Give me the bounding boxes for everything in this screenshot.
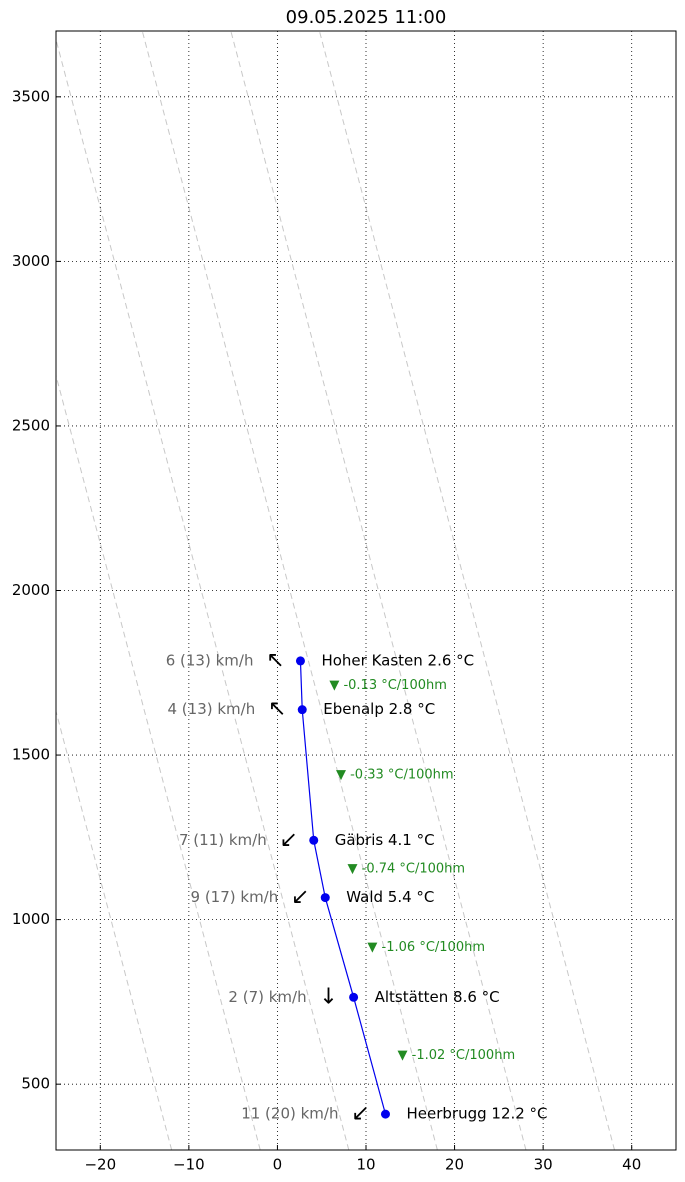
dry-adiabat <box>56 709 173 1150</box>
wind-label: 9 (17) km/h <box>191 888 279 906</box>
lapse-label: ▼ -1.06 °C/100hm <box>367 940 485 955</box>
dry-adiabat <box>56 37 350 1150</box>
wind-label: 6 (13) km/h <box>166 651 254 669</box>
x-tick-label: 40 <box>622 1156 641 1174</box>
wind-arrow: ↖ <box>266 648 284 673</box>
y-tick-label: 3000 <box>12 252 50 270</box>
wind-arrow: ↙ <box>291 885 309 910</box>
station-label: Altstätten 8.6 °C <box>375 988 500 1006</box>
lapse-label: ▼ -0.13 °C/100hm <box>329 678 447 693</box>
x-tick-label: 30 <box>534 1156 553 1174</box>
station-point <box>297 705 307 715</box>
x-tick-label: −20 <box>84 1156 116 1174</box>
wind-label: 2 (7) km/h <box>228 988 306 1006</box>
station-label: Ebenalp 2.8 °C <box>323 700 435 718</box>
dry-adiabat <box>318 31 616 1150</box>
station-label: Gäbris 4.1 °C <box>335 831 435 849</box>
station-point <box>320 893 330 903</box>
plot-frame <box>55 30 677 1151</box>
dry-adiabat <box>230 31 527 1150</box>
station-point <box>309 835 319 845</box>
station-point <box>349 992 359 1002</box>
x-tick-label: 10 <box>356 1156 375 1174</box>
y-tick-label: 1500 <box>12 746 50 764</box>
x-tick-label: 0 <box>273 1156 283 1174</box>
station-point <box>380 1109 390 1119</box>
wind-arrow: ↓ <box>319 984 337 1009</box>
wind-label: 4 (13) km/h <box>167 700 255 718</box>
lapse-label: ▼ -0.33 °C/100hm <box>336 767 454 782</box>
lapse-label: ▼ -0.74 °C/100hm <box>348 861 466 876</box>
wind-label: 11 (20) km/h <box>241 1105 338 1123</box>
lapse-label: ▼ -1.02 °C/100hm <box>398 1048 516 1063</box>
station-label: Hoher Kasten 2.6 °C <box>321 651 474 669</box>
station-label: Heerbrugg 12.2 °C <box>406 1105 547 1123</box>
y-tick-label: 500 <box>21 1075 50 1093</box>
y-tick-label: 2000 <box>12 581 50 599</box>
wind-arrow: ↙ <box>280 827 298 852</box>
dry-adiabat <box>141 31 438 1150</box>
y-tick-label: 3500 <box>12 87 50 105</box>
y-tick-label: 1000 <box>12 910 50 928</box>
profile-line <box>299 660 387 1115</box>
station-point <box>295 656 305 666</box>
y-tick-label: 2500 <box>12 416 50 434</box>
wind-arrow: ↙ <box>351 1101 369 1126</box>
chart-title: 09.05.2025 11:00 <box>286 7 447 28</box>
x-tick-label: 20 <box>445 1156 464 1174</box>
wind-label: 7 (11) km/h <box>179 831 267 849</box>
dry-adiabat <box>56 373 261 1150</box>
x-tick-label: −10 <box>173 1156 205 1174</box>
station-label: Wald 5.4 °C <box>346 888 434 906</box>
wind-arrow: ↖ <box>268 697 286 722</box>
